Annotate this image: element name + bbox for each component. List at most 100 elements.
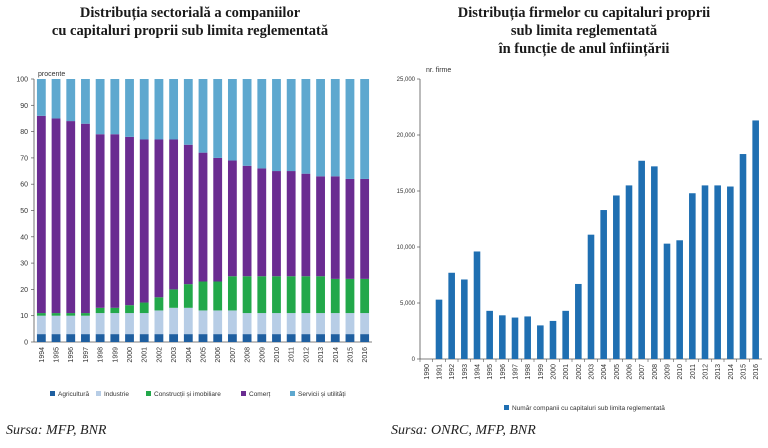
bar-segment (198, 79, 208, 153)
bar-segment (272, 276, 281, 314)
legend-label: Număr companii cu capitaluri sub limita … (512, 405, 665, 412)
bar-segment (36, 313, 46, 316)
bar-segment (227, 334, 237, 342)
bar-segment (36, 334, 46, 342)
bar-segment (125, 305, 134, 314)
bar-segment (272, 171, 281, 277)
bar-segment (81, 79, 90, 124)
bar-segment (257, 334, 267, 342)
bar (714, 185, 721, 359)
y-tick-label: 80 (20, 129, 28, 136)
x-tick-label: 1998 (98, 347, 105, 363)
x-tick-label: 2002 (156, 347, 163, 363)
bar-segment (36, 115, 46, 314)
bar-segment (154, 334, 164, 342)
bar-segment (316, 79, 325, 177)
bar-segment (81, 315, 90, 335)
bar (638, 160, 645, 359)
x-tick-label: 2004 (186, 347, 193, 363)
bar-segment (95, 313, 105, 335)
bar-segment (183, 334, 193, 342)
bar-segment (66, 79, 76, 122)
bar-segment (316, 334, 325, 342)
bar-segment (66, 334, 76, 342)
x-tick-label: 2012 (703, 364, 710, 380)
legend-label: Agricultură (58, 391, 89, 398)
x-tick-label: 2003 (589, 364, 596, 380)
bar-segment (227, 310, 237, 335)
bar-segment (95, 79, 105, 135)
x-tick-label: 1990 (424, 364, 431, 380)
bar-segment (154, 139, 164, 298)
bar-segment (213, 281, 223, 311)
x-tick-label: 2001 (142, 347, 149, 363)
bar (575, 283, 582, 359)
bar-segment (257, 168, 267, 277)
bar-segment (51, 118, 61, 314)
x-tick-label: 2013 (715, 364, 722, 380)
bar-segment (81, 334, 90, 342)
bar-segment (242, 276, 252, 314)
y-tick-label: 70 (20, 155, 28, 162)
x-tick-label: 1999 (538, 364, 545, 380)
bar (549, 320, 557, 359)
bar-segment (95, 307, 105, 314)
legend-swatch (50, 391, 55, 396)
x-tick-label: 2006 (627, 364, 634, 380)
bar-segment (330, 176, 340, 279)
x-tick-label: 1998 (525, 364, 532, 380)
bar-segment (36, 315, 46, 335)
bar-segment (154, 297, 164, 311)
bar-segment (139, 139, 149, 303)
right-chart-title: Distribuția firmelor cu capitaluri propr… (400, 4, 768, 58)
bar-segment (360, 334, 370, 342)
bar-segment (51, 315, 61, 335)
left-title-line1: Distribuția sectorială a companiilor (79, 5, 301, 21)
bar-segment (51, 79, 61, 119)
x-tick-label: 2000 (127, 347, 134, 363)
left-source-note: Sursa: MFP, BNR (6, 423, 107, 438)
x-tick-label: 2006 (215, 347, 222, 363)
bar-segment (301, 313, 311, 335)
bar-segment (154, 310, 164, 335)
bar (587, 234, 595, 359)
y-tick-label: 10,000 (397, 245, 416, 251)
bar (473, 251, 481, 359)
bar-segment (110, 79, 120, 135)
bar-segment (286, 334, 296, 342)
bar-segment (110, 134, 120, 308)
bar (461, 279, 468, 359)
x-tick-label: 2011 (690, 364, 697, 379)
bar-segment (183, 144, 193, 285)
x-tick-label: 2001 (563, 364, 570, 380)
bar-segment (81, 123, 90, 314)
bar-segment (345, 178, 355, 279)
x-tick-label: 2008 (652, 364, 659, 380)
x-tick-label: 2014 (333, 347, 340, 363)
x-tick-label: 1999 (112, 347, 119, 363)
bar (524, 316, 531, 359)
x-tick-label: 2009 (665, 364, 672, 380)
x-tick-label: 2008 (245, 347, 252, 363)
x-tick-label: 1995 (54, 347, 61, 363)
y-tick-label: 10 (20, 313, 28, 320)
bar-segment (360, 178, 370, 279)
bar-segment (169, 139, 179, 290)
bar-segment (81, 313, 90, 316)
x-tick-label: 1997 (513, 364, 520, 380)
bar-segment (198, 281, 208, 311)
bar (625, 185, 633, 359)
bar (651, 166, 658, 359)
bar-segment (183, 284, 193, 308)
bar-segment (169, 307, 179, 335)
bar-segment (301, 173, 311, 277)
y-unit-label: nr. firme (426, 67, 451, 74)
bar (752, 120, 759, 359)
firms-by-founding-year-bar-chart: 0 5,000 10,000 15,000 20,000 25,000 nr. firme 1… (397, 67, 762, 412)
bar-segment (316, 276, 325, 314)
x-tick-label: 2005 (201, 347, 208, 363)
x-tick-label: 2015 (347, 347, 354, 363)
bar-segment (360, 313, 370, 335)
bar-segment (169, 334, 179, 342)
bar (486, 310, 493, 359)
